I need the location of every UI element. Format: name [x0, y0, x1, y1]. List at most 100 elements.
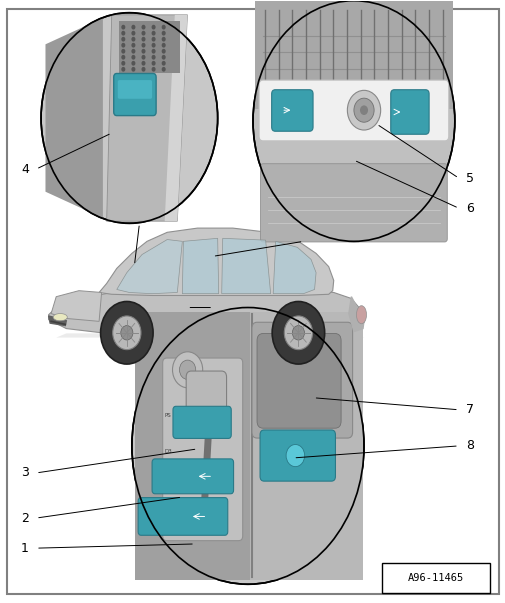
Circle shape	[152, 55, 156, 60]
Circle shape	[121, 43, 125, 48]
Circle shape	[285, 444, 304, 467]
Circle shape	[121, 49, 125, 54]
Bar	[255, 0, 452, 109]
Circle shape	[179, 360, 195, 379]
Circle shape	[161, 37, 165, 42]
Text: D3: D3	[164, 449, 172, 455]
Polygon shape	[48, 288, 363, 336]
Bar	[381, 563, 489, 593]
Text: A96-11465: A96-11465	[407, 573, 463, 582]
Circle shape	[121, 31, 125, 36]
Circle shape	[172, 352, 203, 388]
FancyBboxPatch shape	[260, 430, 335, 481]
Ellipse shape	[356, 306, 366, 324]
Text: 1: 1	[21, 541, 29, 555]
Circle shape	[100, 302, 153, 364]
Circle shape	[121, 67, 125, 72]
Circle shape	[161, 31, 165, 36]
Circle shape	[161, 61, 165, 66]
Circle shape	[152, 31, 156, 36]
Circle shape	[141, 49, 145, 54]
Polygon shape	[45, 18, 103, 218]
Polygon shape	[348, 297, 363, 332]
Text: PS: PS	[164, 413, 171, 418]
FancyBboxPatch shape	[162, 358, 242, 541]
FancyBboxPatch shape	[186, 371, 226, 413]
Circle shape	[161, 49, 165, 54]
Circle shape	[141, 25, 145, 30]
Circle shape	[121, 37, 125, 42]
Polygon shape	[107, 15, 187, 221]
Circle shape	[131, 25, 135, 30]
Circle shape	[141, 37, 145, 42]
Circle shape	[131, 61, 135, 66]
Bar	[119, 21, 179, 73]
Circle shape	[353, 98, 373, 122]
Ellipse shape	[53, 314, 67, 321]
Circle shape	[141, 61, 145, 66]
Circle shape	[141, 43, 145, 48]
Circle shape	[272, 302, 324, 364]
FancyBboxPatch shape	[257, 333, 340, 428]
FancyBboxPatch shape	[271, 90, 313, 131]
Text: D: D	[164, 479, 168, 484]
Circle shape	[132, 308, 363, 584]
Circle shape	[131, 49, 135, 54]
Circle shape	[141, 31, 145, 36]
Polygon shape	[164, 15, 187, 221]
Circle shape	[113, 316, 141, 350]
Text: 8: 8	[465, 440, 473, 452]
Circle shape	[292, 326, 304, 340]
Circle shape	[131, 31, 135, 36]
Circle shape	[41, 13, 217, 223]
Circle shape	[152, 37, 156, 42]
Circle shape	[152, 49, 156, 54]
Circle shape	[131, 43, 135, 48]
FancyBboxPatch shape	[152, 459, 233, 494]
Polygon shape	[51, 291, 102, 321]
Circle shape	[152, 67, 156, 72]
Circle shape	[121, 326, 133, 340]
Polygon shape	[182, 238, 218, 294]
Circle shape	[152, 25, 156, 30]
FancyBboxPatch shape	[390, 90, 428, 134]
Text: 7: 7	[465, 403, 473, 416]
Polygon shape	[273, 241, 316, 294]
Text: 6: 6	[465, 202, 473, 215]
FancyBboxPatch shape	[114, 74, 156, 116]
Circle shape	[161, 67, 165, 72]
FancyBboxPatch shape	[118, 80, 152, 99]
Circle shape	[121, 55, 125, 60]
Polygon shape	[117, 239, 182, 294]
Circle shape	[284, 316, 312, 350]
Circle shape	[141, 55, 145, 60]
FancyBboxPatch shape	[173, 406, 231, 438]
FancyBboxPatch shape	[138, 497, 227, 535]
FancyBboxPatch shape	[251, 322, 352, 438]
Circle shape	[152, 43, 156, 48]
Circle shape	[141, 67, 145, 72]
Text: N: N	[164, 510, 168, 514]
Bar	[250, 312, 363, 580]
Circle shape	[359, 106, 367, 115]
Polygon shape	[99, 228, 333, 295]
Circle shape	[161, 25, 165, 30]
Polygon shape	[221, 238, 270, 294]
Circle shape	[131, 37, 135, 42]
Circle shape	[152, 61, 156, 66]
Bar	[135, 312, 251, 580]
Circle shape	[121, 25, 125, 30]
Circle shape	[131, 55, 135, 60]
FancyBboxPatch shape	[259, 80, 448, 141]
Text: 5: 5	[465, 172, 473, 185]
Circle shape	[346, 90, 380, 130]
Circle shape	[131, 67, 135, 72]
FancyBboxPatch shape	[260, 164, 446, 242]
Polygon shape	[48, 316, 66, 326]
Polygon shape	[56, 333, 363, 338]
Circle shape	[161, 43, 165, 48]
Circle shape	[121, 61, 125, 66]
Text: 4: 4	[21, 163, 29, 175]
Circle shape	[252, 1, 454, 241]
Text: 2: 2	[21, 511, 29, 525]
